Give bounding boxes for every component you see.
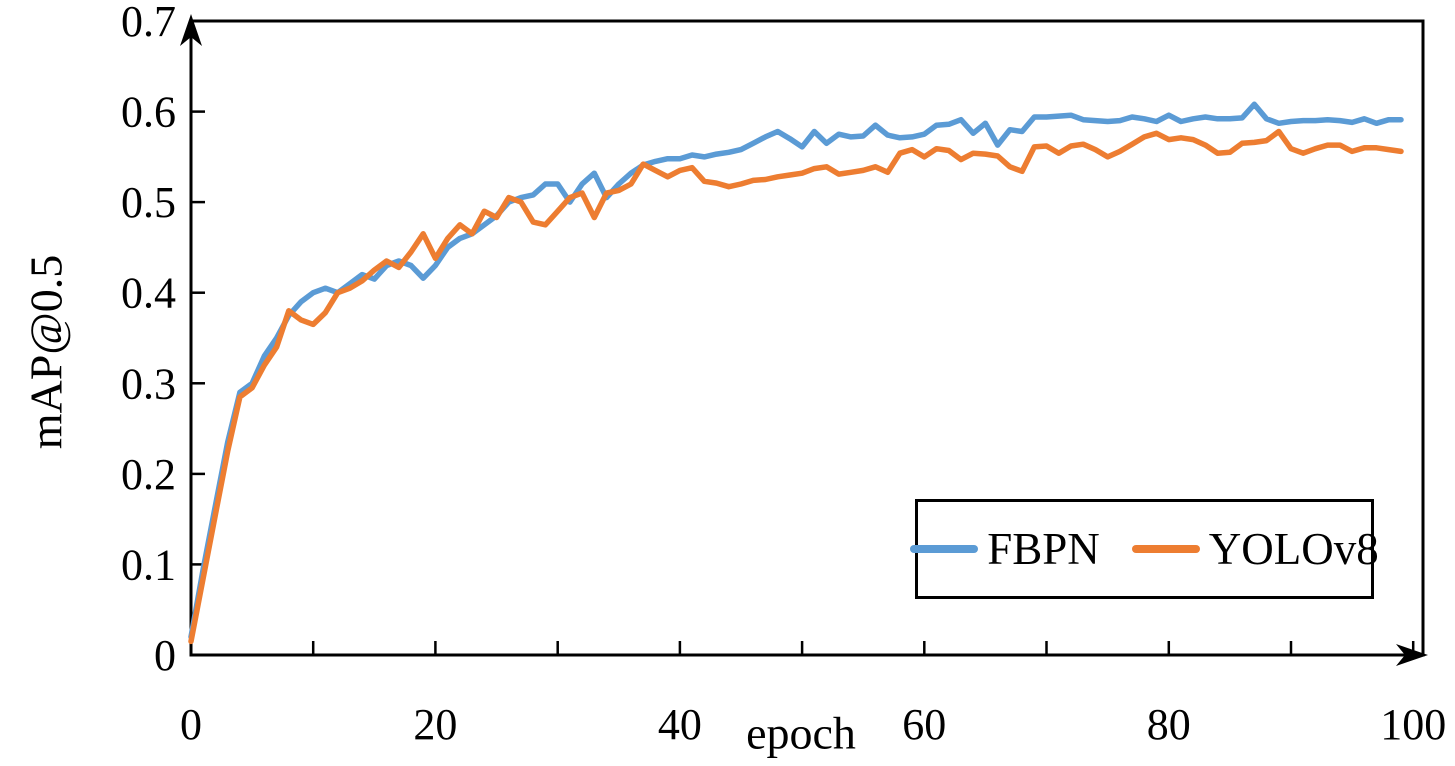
x-tick-label: 20	[413, 700, 457, 749]
y-tick-label: 0.7	[121, 0, 176, 46]
x-tick-label: 80	[1147, 700, 1191, 749]
legend: FBPN YOLOv8	[910, 499, 1379, 599]
legend-label-yolov8: YOLOv8	[1208, 523, 1379, 574]
y-tick-label: 0.5	[121, 178, 176, 227]
y-tick-label: 0	[154, 631, 176, 680]
yolov8-line-swatch	[1131, 545, 1200, 553]
y-tick-label: 0.2	[121, 450, 176, 499]
legend-item-yolov8: YOLOv8	[1131, 523, 1379, 574]
legend-item-fbpn: FBPN	[910, 523, 1100, 574]
plot-frame	[189, 19, 1425, 657]
y-axis-arrowhead	[180, 14, 202, 46]
x-tick-label: 100	[1380, 700, 1446, 749]
x-tick-label: 40	[658, 700, 702, 749]
fbpn-line-swatch	[910, 545, 979, 553]
y-tick-label: 0.3	[121, 359, 176, 408]
y-axis-title: mAP@0.5	[20, 254, 72, 450]
y-tick-label: 0.4	[121, 269, 176, 318]
series-line-yolov8	[188, 128, 1404, 645]
y-tick-label: 0.1	[121, 540, 176, 589]
legend-label-fbpn: FBPN	[987, 523, 1100, 574]
x-tick-label: 0	[180, 700, 202, 749]
x-axis-title: epoch	[746, 707, 856, 759]
y-tick-label: 0.6	[121, 88, 176, 137]
x-tick-label: 60	[902, 700, 946, 749]
